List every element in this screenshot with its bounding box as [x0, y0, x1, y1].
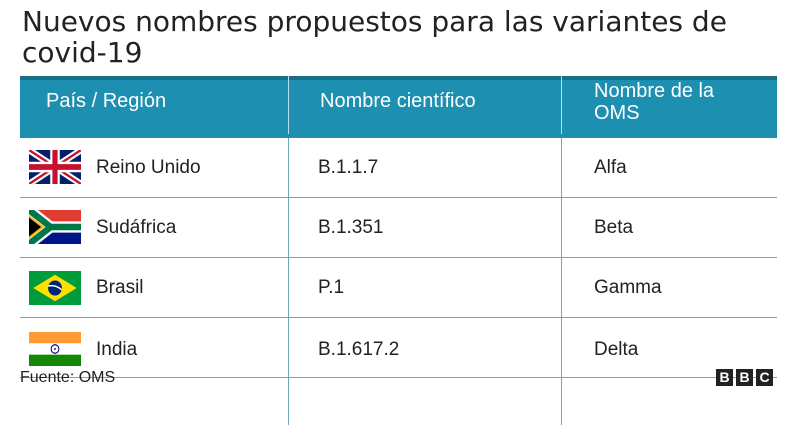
who-name: Gamma: [594, 277, 662, 298]
chart-title: Nuevos nombres propuestos para las varia…: [22, 5, 727, 69]
scientific-name: B.1.1.7: [318, 157, 379, 178]
country-name: Reino Unido: [96, 157, 201, 178]
table-row: Brasil P.1 Gamma: [20, 258, 777, 318]
country-name: Brasil: [96, 277, 144, 298]
scientific-name: P.1: [318, 277, 345, 298]
who-name: Delta: [594, 339, 639, 360]
header-scientific-name: Nombre científico: [320, 90, 476, 112]
south-africa-flag-icon: [29, 210, 81, 244]
logo-letter: C: [756, 369, 773, 386]
column-divider: [288, 138, 289, 425]
table-row: Sudáfrica B.1.351 Beta: [20, 198, 777, 258]
column-divider: [561, 138, 562, 425]
country-name: Sudáfrica: [96, 217, 177, 238]
brazil-flag-icon: [29, 271, 81, 305]
table-row: India B.1.617.2 Delta: [20, 318, 777, 378]
india-flag-icon: [29, 332, 81, 366]
scientific-name: B.1.617.2: [318, 339, 400, 360]
uk-flag-icon: [29, 150, 81, 184]
table-header: País / Región Nombre científico Nombre d…: [20, 76, 777, 138]
scientific-name: B.1.351: [318, 217, 384, 238]
column-divider: [561, 76, 562, 134]
country-name: India: [96, 339, 138, 360]
table-row: Reino Unido B.1.1.7 Alfa: [20, 138, 777, 198]
who-name: Beta: [594, 217, 634, 238]
variants-table: País / Región Nombre científico Nombre d…: [20, 76, 777, 425]
logo-letter: B: [716, 369, 733, 386]
source-note: Fuente: OMS: [20, 369, 116, 386]
bbc-logo: B B C: [716, 369, 773, 386]
logo-letter: B: [736, 369, 753, 386]
who-name: Alfa: [594, 157, 627, 178]
column-divider: [288, 76, 289, 134]
header-country: País / Región: [46, 90, 167, 112]
header-who-name: Nombre de la OMS: [594, 80, 715, 124]
